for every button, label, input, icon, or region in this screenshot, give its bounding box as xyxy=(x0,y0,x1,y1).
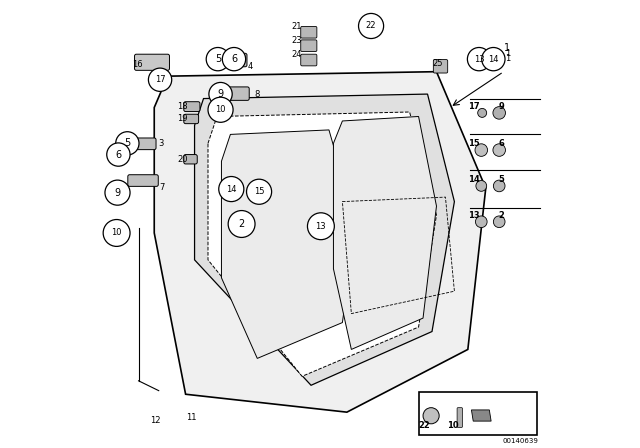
Text: 14: 14 xyxy=(468,175,479,184)
FancyBboxPatch shape xyxy=(457,408,463,427)
Polygon shape xyxy=(333,116,436,349)
FancyBboxPatch shape xyxy=(124,138,156,150)
Text: 6: 6 xyxy=(499,139,504,148)
FancyBboxPatch shape xyxy=(301,54,317,66)
FancyBboxPatch shape xyxy=(219,87,249,100)
FancyBboxPatch shape xyxy=(301,40,317,52)
FancyBboxPatch shape xyxy=(301,26,317,38)
Text: 10: 10 xyxy=(111,228,122,237)
Circle shape xyxy=(148,68,172,91)
Text: 10: 10 xyxy=(447,421,458,430)
Circle shape xyxy=(475,144,488,156)
Circle shape xyxy=(307,213,334,240)
Circle shape xyxy=(228,211,255,237)
Text: 11: 11 xyxy=(186,413,196,422)
Circle shape xyxy=(493,107,506,119)
Circle shape xyxy=(209,82,232,106)
Text: 1: 1 xyxy=(506,49,511,58)
Circle shape xyxy=(103,220,130,246)
FancyBboxPatch shape xyxy=(433,60,448,73)
Text: 25: 25 xyxy=(432,59,443,68)
Circle shape xyxy=(208,97,233,122)
Text: 16: 16 xyxy=(132,60,143,69)
Text: 15: 15 xyxy=(468,139,479,148)
FancyBboxPatch shape xyxy=(219,53,247,67)
Text: 5: 5 xyxy=(124,138,131,148)
Text: 5: 5 xyxy=(499,175,504,184)
Text: 21: 21 xyxy=(291,22,302,31)
Text: 14: 14 xyxy=(488,55,499,64)
FancyBboxPatch shape xyxy=(134,54,170,70)
Polygon shape xyxy=(208,112,436,376)
Circle shape xyxy=(358,13,383,39)
Circle shape xyxy=(476,216,487,228)
Text: 12: 12 xyxy=(150,416,161,425)
Text: 19: 19 xyxy=(177,114,188,123)
Text: 23: 23 xyxy=(291,36,302,45)
Polygon shape xyxy=(472,410,491,421)
Text: 20: 20 xyxy=(177,155,188,164)
Text: 17: 17 xyxy=(155,75,165,84)
Polygon shape xyxy=(154,72,486,412)
Circle shape xyxy=(222,47,246,71)
Text: 9: 9 xyxy=(218,89,223,99)
Circle shape xyxy=(206,47,230,71)
Circle shape xyxy=(423,408,439,424)
Text: 6: 6 xyxy=(231,54,237,64)
Text: 00140639: 00140639 xyxy=(503,439,539,444)
Text: 10: 10 xyxy=(215,105,226,114)
Text: 17: 17 xyxy=(468,102,479,111)
FancyBboxPatch shape xyxy=(184,155,197,164)
Text: 9: 9 xyxy=(499,102,504,111)
Circle shape xyxy=(467,47,491,71)
Text: 22: 22 xyxy=(366,22,376,30)
Text: 3: 3 xyxy=(158,139,164,148)
Circle shape xyxy=(493,180,505,192)
Circle shape xyxy=(477,108,486,117)
Circle shape xyxy=(105,180,130,205)
Text: 2: 2 xyxy=(499,211,504,220)
Circle shape xyxy=(493,144,506,156)
Text: 8: 8 xyxy=(255,90,260,99)
Text: 5: 5 xyxy=(215,54,221,64)
Circle shape xyxy=(246,179,271,204)
Text: 1: 1 xyxy=(504,43,510,53)
Circle shape xyxy=(482,47,505,71)
Text: 15: 15 xyxy=(254,187,264,196)
Text: 1: 1 xyxy=(506,54,511,63)
Text: 13: 13 xyxy=(468,211,479,220)
Circle shape xyxy=(476,181,486,191)
Text: 13: 13 xyxy=(316,222,326,231)
Text: 4: 4 xyxy=(248,62,253,71)
Text: 7: 7 xyxy=(159,183,165,192)
Polygon shape xyxy=(195,94,454,385)
Text: 13: 13 xyxy=(474,55,484,64)
Circle shape xyxy=(493,216,505,228)
Circle shape xyxy=(107,143,130,166)
Polygon shape xyxy=(221,130,356,358)
FancyBboxPatch shape xyxy=(184,102,200,112)
Circle shape xyxy=(116,132,139,155)
Circle shape xyxy=(219,177,244,202)
Text: 22: 22 xyxy=(419,421,430,430)
Text: 9: 9 xyxy=(115,188,120,198)
Text: 24: 24 xyxy=(291,50,302,59)
FancyBboxPatch shape xyxy=(419,392,538,435)
Text: 2: 2 xyxy=(239,219,244,229)
Text: 6: 6 xyxy=(115,150,122,159)
Text: 18: 18 xyxy=(177,102,188,111)
FancyBboxPatch shape xyxy=(128,175,158,186)
Text: 14: 14 xyxy=(226,185,237,194)
FancyBboxPatch shape xyxy=(184,114,198,124)
